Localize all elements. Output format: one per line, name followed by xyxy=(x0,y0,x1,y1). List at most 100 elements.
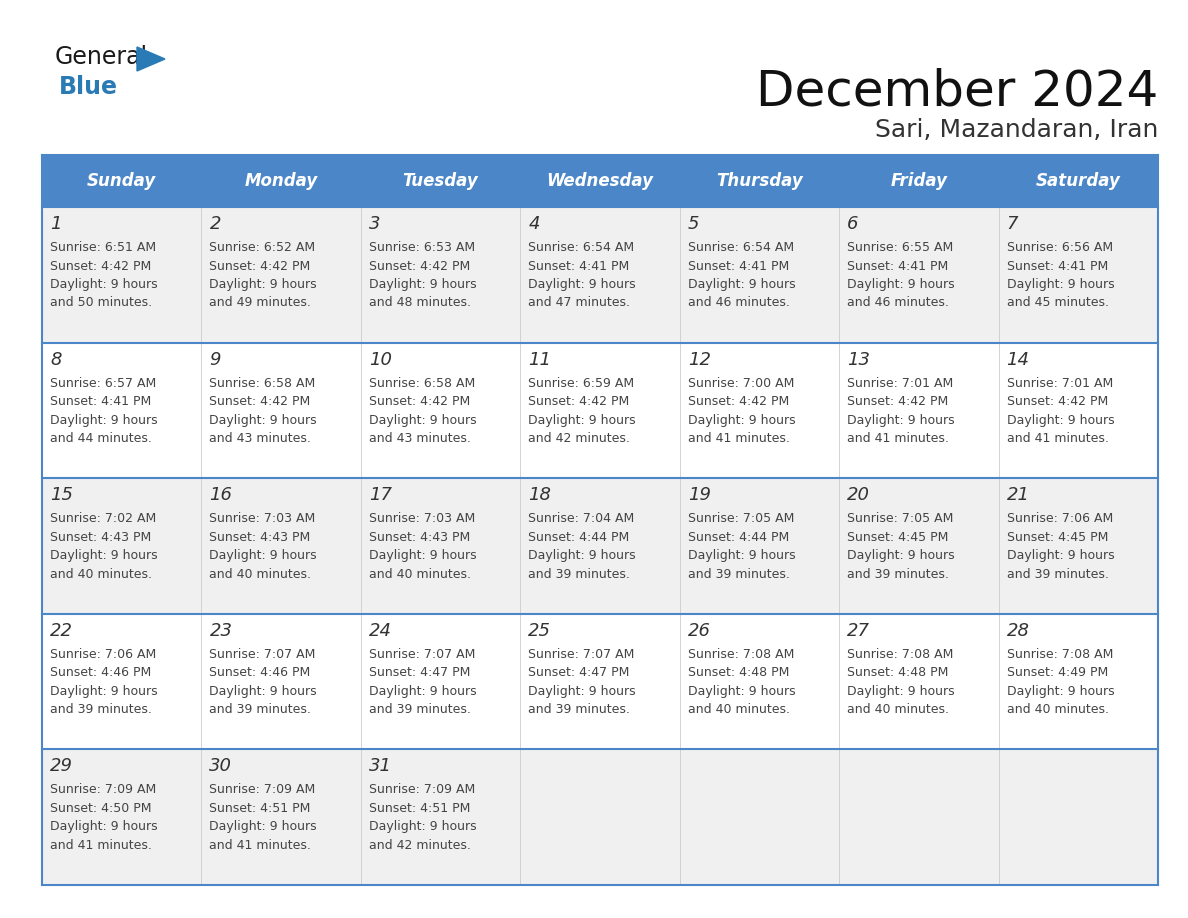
Text: Sunrise: 6:54 AM: Sunrise: 6:54 AM xyxy=(688,241,794,254)
Text: and 41 minutes.: and 41 minutes. xyxy=(209,839,311,852)
Text: 11: 11 xyxy=(529,351,551,369)
Text: Daylight: 9 hours: Daylight: 9 hours xyxy=(529,278,636,291)
Text: and 40 minutes.: and 40 minutes. xyxy=(368,567,470,581)
Text: Sunrise: 6:56 AM: Sunrise: 6:56 AM xyxy=(1006,241,1113,254)
Text: Daylight: 9 hours: Daylight: 9 hours xyxy=(688,278,795,291)
Text: Thursday: Thursday xyxy=(716,172,803,190)
Text: Daylight: 9 hours: Daylight: 9 hours xyxy=(368,278,476,291)
Text: and 40 minutes.: and 40 minutes. xyxy=(688,703,790,716)
Text: Sunrise: 6:59 AM: Sunrise: 6:59 AM xyxy=(529,376,634,389)
Text: 27: 27 xyxy=(847,621,870,640)
Text: Sunrise: 6:55 AM: Sunrise: 6:55 AM xyxy=(847,241,954,254)
Text: Friday: Friday xyxy=(890,172,947,190)
Text: Sunset: 4:42 PM: Sunset: 4:42 PM xyxy=(368,395,470,409)
Text: and 39 minutes.: and 39 minutes. xyxy=(529,567,630,581)
Text: Sunrise: 6:51 AM: Sunrise: 6:51 AM xyxy=(50,241,156,254)
Text: Sunset: 4:51 PM: Sunset: 4:51 PM xyxy=(209,802,311,815)
Text: Sunrise: 7:05 AM: Sunrise: 7:05 AM xyxy=(847,512,954,525)
Text: and 39 minutes.: and 39 minutes. xyxy=(209,703,311,716)
Text: Sunset: 4:49 PM: Sunset: 4:49 PM xyxy=(1006,666,1108,679)
Text: Sunrise: 7:00 AM: Sunrise: 7:00 AM xyxy=(688,376,794,389)
Text: and 43 minutes.: and 43 minutes. xyxy=(209,432,311,445)
Text: Sunset: 4:42 PM: Sunset: 4:42 PM xyxy=(368,260,470,273)
Text: 25: 25 xyxy=(529,621,551,640)
Text: Sunset: 4:41 PM: Sunset: 4:41 PM xyxy=(50,395,151,409)
Text: and 41 minutes.: and 41 minutes. xyxy=(50,839,152,852)
Bar xyxy=(42,155,1158,207)
Text: 1: 1 xyxy=(50,215,62,233)
Text: Sunrise: 6:52 AM: Sunrise: 6:52 AM xyxy=(209,241,316,254)
Text: 13: 13 xyxy=(847,351,870,369)
Text: and 43 minutes.: and 43 minutes. xyxy=(368,432,470,445)
Text: 28: 28 xyxy=(1006,621,1030,640)
Text: 31: 31 xyxy=(368,757,392,776)
Text: Daylight: 9 hours: Daylight: 9 hours xyxy=(50,549,158,562)
Text: Daylight: 9 hours: Daylight: 9 hours xyxy=(529,549,636,562)
Bar xyxy=(42,614,1158,749)
Text: Daylight: 9 hours: Daylight: 9 hours xyxy=(50,414,158,427)
Text: Sunset: 4:45 PM: Sunset: 4:45 PM xyxy=(1006,531,1108,543)
Text: December 2024: December 2024 xyxy=(756,68,1158,116)
Text: Sunrise: 7:07 AM: Sunrise: 7:07 AM xyxy=(209,648,316,661)
Text: 21: 21 xyxy=(1006,487,1030,504)
Text: Sunrise: 7:01 AM: Sunrise: 7:01 AM xyxy=(847,376,954,389)
Text: Daylight: 9 hours: Daylight: 9 hours xyxy=(529,414,636,427)
Text: Sunset: 4:46 PM: Sunset: 4:46 PM xyxy=(209,666,311,679)
Text: and 40 minutes.: and 40 minutes. xyxy=(1006,703,1108,716)
Text: 4: 4 xyxy=(529,215,539,233)
Text: Blue: Blue xyxy=(59,75,118,99)
Text: Sunrise: 7:06 AM: Sunrise: 7:06 AM xyxy=(1006,512,1113,525)
Text: Daylight: 9 hours: Daylight: 9 hours xyxy=(847,685,955,698)
Text: and 50 minutes.: and 50 minutes. xyxy=(50,297,152,309)
Text: Daylight: 9 hours: Daylight: 9 hours xyxy=(50,821,158,834)
Text: 23: 23 xyxy=(209,621,233,640)
Text: Sunrise: 6:54 AM: Sunrise: 6:54 AM xyxy=(529,241,634,254)
Text: 5: 5 xyxy=(688,215,700,233)
Text: Sunset: 4:44 PM: Sunset: 4:44 PM xyxy=(688,531,789,543)
Text: Sunset: 4:47 PM: Sunset: 4:47 PM xyxy=(529,666,630,679)
Text: Sari, Mazandaran, Iran: Sari, Mazandaran, Iran xyxy=(874,118,1158,142)
Text: and 42 minutes.: and 42 minutes. xyxy=(368,839,470,852)
Text: Daylight: 9 hours: Daylight: 9 hours xyxy=(688,549,795,562)
Text: 7: 7 xyxy=(1006,215,1018,233)
Bar xyxy=(42,478,1158,614)
Text: Daylight: 9 hours: Daylight: 9 hours xyxy=(847,549,955,562)
Text: Saturday: Saturday xyxy=(1036,172,1120,190)
Bar xyxy=(42,342,1158,478)
Text: Sunrise: 7:01 AM: Sunrise: 7:01 AM xyxy=(1006,376,1113,389)
Text: and 44 minutes.: and 44 minutes. xyxy=(50,432,152,445)
Text: 8: 8 xyxy=(50,351,62,369)
Text: Sunrise: 7:04 AM: Sunrise: 7:04 AM xyxy=(529,512,634,525)
Text: Daylight: 9 hours: Daylight: 9 hours xyxy=(209,821,317,834)
Text: 20: 20 xyxy=(847,487,870,504)
Text: Sunset: 4:48 PM: Sunset: 4:48 PM xyxy=(688,666,789,679)
Text: Daylight: 9 hours: Daylight: 9 hours xyxy=(688,414,795,427)
Text: Sunrise: 7:08 AM: Sunrise: 7:08 AM xyxy=(847,648,954,661)
Text: Daylight: 9 hours: Daylight: 9 hours xyxy=(1006,685,1114,698)
Text: Sunrise: 7:03 AM: Sunrise: 7:03 AM xyxy=(209,512,316,525)
Text: 10: 10 xyxy=(368,351,392,369)
Text: and 40 minutes.: and 40 minutes. xyxy=(847,703,949,716)
Text: Sunrise: 7:09 AM: Sunrise: 7:09 AM xyxy=(50,783,157,797)
Text: Sunrise: 7:09 AM: Sunrise: 7:09 AM xyxy=(368,783,475,797)
Text: 9: 9 xyxy=(209,351,221,369)
Polygon shape xyxy=(137,47,165,71)
Text: Sunset: 4:42 PM: Sunset: 4:42 PM xyxy=(209,395,311,409)
Text: Sunset: 4:42 PM: Sunset: 4:42 PM xyxy=(50,260,151,273)
Text: 2: 2 xyxy=(209,215,221,233)
Text: 22: 22 xyxy=(50,621,72,640)
Text: Daylight: 9 hours: Daylight: 9 hours xyxy=(209,549,317,562)
Text: Daylight: 9 hours: Daylight: 9 hours xyxy=(368,685,476,698)
Text: 29: 29 xyxy=(50,757,72,776)
Text: and 40 minutes.: and 40 minutes. xyxy=(209,567,311,581)
Text: and 41 minutes.: and 41 minutes. xyxy=(847,432,949,445)
Text: Daylight: 9 hours: Daylight: 9 hours xyxy=(209,278,317,291)
Text: Wednesday: Wednesday xyxy=(546,172,653,190)
Text: 24: 24 xyxy=(368,621,392,640)
Text: Sunset: 4:41 PM: Sunset: 4:41 PM xyxy=(1006,260,1108,273)
Text: Sunday: Sunday xyxy=(87,172,157,190)
Text: Sunrise: 6:57 AM: Sunrise: 6:57 AM xyxy=(50,376,157,389)
Text: and 39 minutes.: and 39 minutes. xyxy=(1006,567,1108,581)
Text: Sunrise: 7:03 AM: Sunrise: 7:03 AM xyxy=(368,512,475,525)
Text: Tuesday: Tuesday xyxy=(403,172,479,190)
